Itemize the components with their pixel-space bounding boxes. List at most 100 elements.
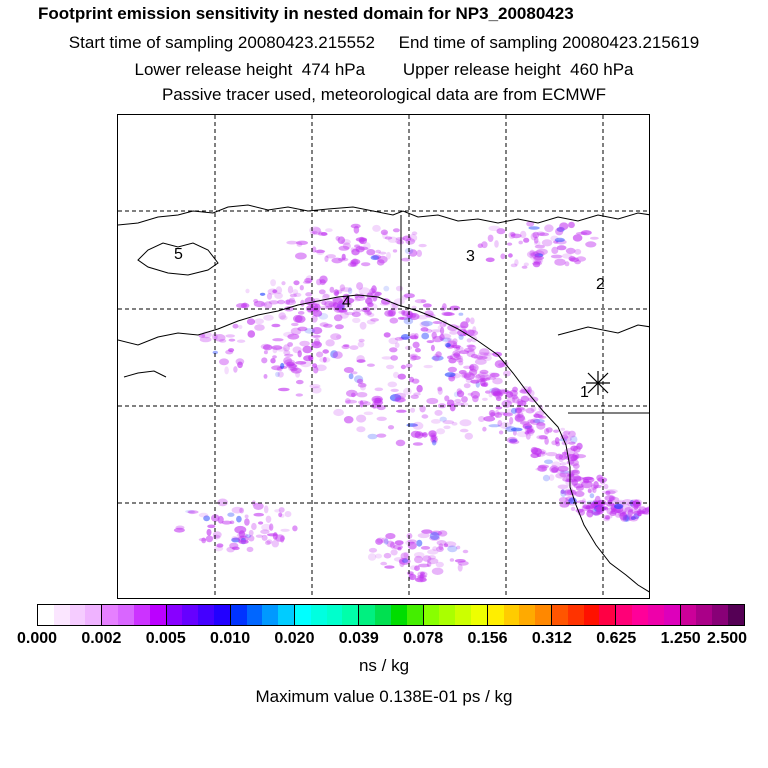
sensitivity-speck [526,221,535,227]
sensitivity-speck [229,542,239,549]
color-swatch [599,605,617,625]
sensitivity-speck [517,400,527,407]
sensitivity-speck [463,372,475,381]
sensitivity-speck [619,512,632,518]
sensitivity-speck [458,360,464,366]
sensitivity-speck [456,545,461,550]
sensitivity-speck [312,363,318,368]
sensitivity-speck [364,306,371,314]
sensitivity-speck [188,510,196,515]
sensitivity-speck [368,547,378,553]
sensitivity-speck [445,343,451,348]
sensitivity-speck [206,528,212,536]
sensitivity-speck [608,499,613,504]
sensitivity-speck [278,312,286,320]
sensitivity-speck [212,350,218,355]
sensitivity-field [173,221,649,583]
sensitivity-speck [466,329,479,337]
color-swatch [406,605,424,625]
sensitivity-speck [438,543,444,551]
sensitivity-speck [574,260,581,265]
sensitivity-speck [376,416,387,421]
sensitivity-speck [297,311,305,315]
sensitivity-speck [416,314,428,320]
color-swatch [278,605,295,625]
sensitivity-speck [479,378,487,383]
sensitivity-speck [253,502,264,510]
sensitivity-speck [387,381,398,388]
sensitivity-speck [351,311,361,317]
sensitivity-speck [548,474,555,481]
sensitivity-speck [359,237,367,245]
sensitivity-speck [515,406,525,411]
sensitivity-speck [569,257,580,263]
sensitivity-speck [333,314,343,322]
station-label-2: 2 [596,276,605,293]
sensitivity-speck [437,530,448,537]
sensitivity-speck [538,435,548,440]
sensitivity-speck [335,236,341,241]
sensitivity-speck [434,409,443,416]
sensitivity-speck [459,350,470,355]
sensitivity-speck [498,430,504,435]
sensitivity-speck [240,535,246,541]
sensitivity-speck [228,348,235,353]
sensitivity-speck [510,427,523,432]
sensitivity-speck [309,384,321,389]
sensitivity-speck [551,461,561,468]
sensitivity-speck [283,350,291,356]
sensitivity-speck [299,340,310,347]
sensitivity-speck [536,231,545,236]
sensitivity-speck [386,251,391,260]
station-labels: 1 2 3 4 5 [174,246,605,401]
sensitivity-speck [492,392,504,397]
sensitivity-speck [610,508,618,515]
sensitivity-speck [401,257,411,262]
sensitivity-speck [538,415,547,419]
sensitivity-speck [564,261,570,267]
sensitivity-speck [410,407,416,413]
sensitivity-speck [356,355,365,364]
sensitivity-speck [279,315,288,321]
sensitivity-speck [292,289,299,295]
sensitivity-speck [637,513,642,517]
sensitivity-speck [443,312,455,316]
sensitivity-speck [510,232,516,237]
sensitivity-speck [557,465,569,472]
sensitivity-speck [270,279,276,287]
sensitivity-speck [526,389,535,397]
sensitivity-speck [173,527,185,533]
sensitivity-speck [466,338,472,343]
sensitivity-speck [341,239,351,245]
sensitivity-speck [418,243,427,248]
sensitivity-speck [569,459,579,467]
sensitivity-speck [237,361,243,369]
sensitivity-speck [449,353,462,361]
sensitivity-speck [278,512,283,518]
sensitivity-speck [597,501,607,507]
sensitivity-speck [389,347,398,353]
color-swatch [519,605,536,625]
map-canvas: 1 2 3 4 5 [118,115,649,598]
sensitivity-speck [422,432,428,438]
sensitivity-speck [472,395,479,403]
sensitivity-speck [293,314,303,323]
sensitivity-speck [401,309,406,316]
release-location-marker [586,371,610,395]
sensitivity-speck [265,540,271,546]
sensitivity-speck [573,483,584,489]
sensitivity-speck [357,382,367,388]
sensitivity-speck [501,400,512,408]
sensitivity-speck [238,539,249,544]
sensitivity-speck [430,344,435,352]
sensitivity-speck [346,389,358,397]
sensitivity-speck [275,534,285,542]
sensitivity-speck [383,332,391,338]
color-swatch [198,605,214,625]
sensitivity-speck [479,369,489,375]
sensitivity-speck [392,228,400,233]
sensitivity-speck [437,386,443,392]
sensitivity-speck [356,359,366,363]
sensitivity-speck [463,365,472,369]
sensitivity-speck [410,565,418,571]
